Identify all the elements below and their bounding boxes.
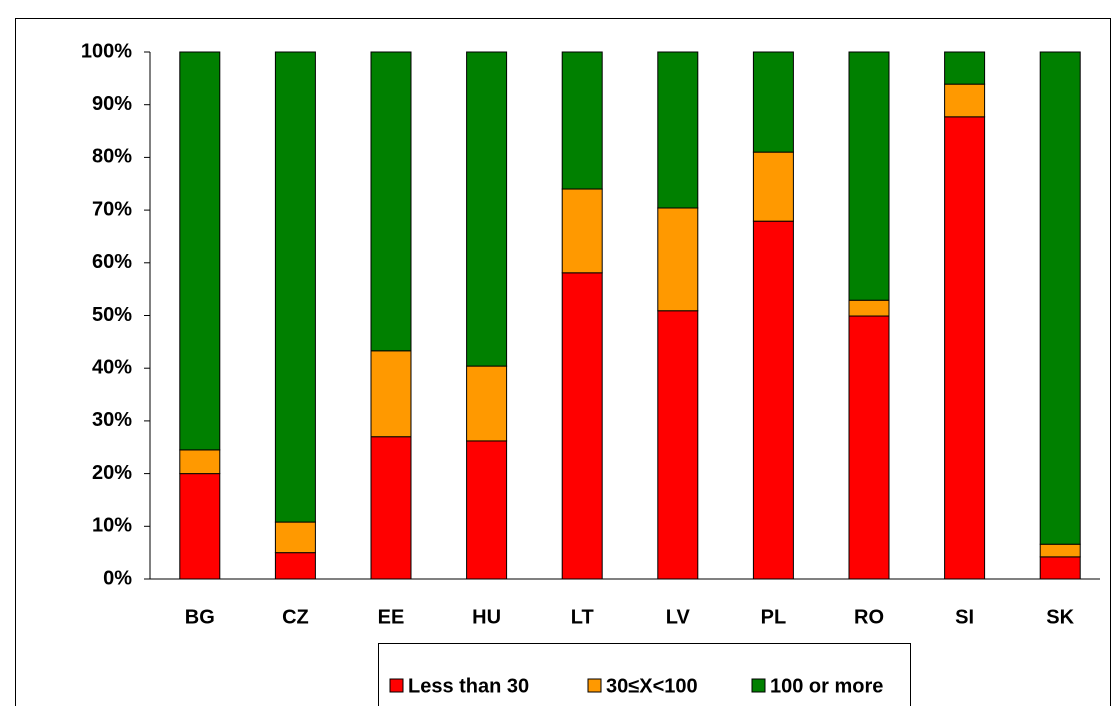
bar-segment bbox=[466, 365, 508, 442]
bar-segment bbox=[561, 51, 603, 190]
x-tick-label: HU bbox=[472, 606, 501, 628]
bar-segment bbox=[179, 51, 221, 451]
y-tick-label: 30% bbox=[92, 409, 132, 431]
legend bbox=[378, 643, 911, 706]
y-tick-label: 80% bbox=[92, 146, 132, 168]
bar-segment bbox=[1039, 556, 1081, 580]
x-tick-label: RO bbox=[854, 606, 884, 628]
legend-swatch bbox=[587, 678, 602, 693]
bar-segment bbox=[561, 272, 603, 580]
bar-segment bbox=[179, 449, 221, 475]
bar-segment bbox=[370, 350, 412, 438]
bar-segment bbox=[657, 207, 699, 312]
bar-segment bbox=[274, 521, 316, 554]
bar-segment bbox=[466, 51, 508, 367]
bar-segment bbox=[274, 51, 316, 523]
x-tick-label: BG bbox=[185, 606, 215, 628]
x-tick-label: LV bbox=[666, 606, 691, 628]
bar-segment bbox=[848, 315, 890, 580]
legend-box bbox=[378, 643, 911, 706]
y-tick-label: 10% bbox=[92, 515, 132, 537]
x-tick-label: SI bbox=[955, 606, 974, 628]
bar-segment bbox=[1039, 51, 1081, 545]
bar-segment bbox=[944, 83, 986, 118]
bar-segment bbox=[944, 116, 986, 580]
bar-segment bbox=[848, 51, 890, 301]
x-tick-label: LT bbox=[571, 606, 594, 628]
bar-segment bbox=[274, 552, 316, 580]
y-tick-label: 40% bbox=[92, 356, 132, 378]
bar-segment bbox=[370, 51, 412, 352]
bar-segment bbox=[179, 473, 221, 580]
legend-label: 30≤X<100 bbox=[606, 675, 698, 697]
bar-segment bbox=[944, 51, 986, 85]
legend-label: 100 or more bbox=[770, 675, 883, 697]
x-tick-label: CZ bbox=[282, 606, 309, 628]
bar-segment bbox=[370, 436, 412, 580]
x-tick-label: EE bbox=[378, 606, 405, 628]
bar-segment bbox=[466, 440, 508, 580]
bar-segment bbox=[657, 51, 699, 209]
bar-segment bbox=[752, 51, 794, 153]
x-tick-label: PL bbox=[761, 606, 787, 628]
y-tick-label: 100% bbox=[81, 40, 132, 62]
bar-segment bbox=[752, 151, 794, 222]
y-tick-label: 60% bbox=[92, 251, 132, 273]
bar-segment bbox=[1039, 543, 1081, 558]
legend-label: Less than 30 bbox=[408, 675, 529, 697]
legend-swatch bbox=[751, 678, 766, 693]
bar-segment bbox=[848, 299, 890, 317]
bar-segment bbox=[657, 310, 699, 580]
bar-segment bbox=[561, 188, 603, 274]
y-tick-label: 50% bbox=[92, 304, 132, 326]
bar-segment bbox=[752, 220, 794, 580]
y-tick-label: 0% bbox=[103, 567, 132, 589]
y-tick-label: 70% bbox=[92, 198, 132, 220]
x-tick-label: SK bbox=[1046, 606, 1074, 628]
y-tick-label: 90% bbox=[92, 93, 132, 115]
y-tick-label: 20% bbox=[92, 462, 132, 484]
legend-swatch bbox=[389, 678, 404, 693]
